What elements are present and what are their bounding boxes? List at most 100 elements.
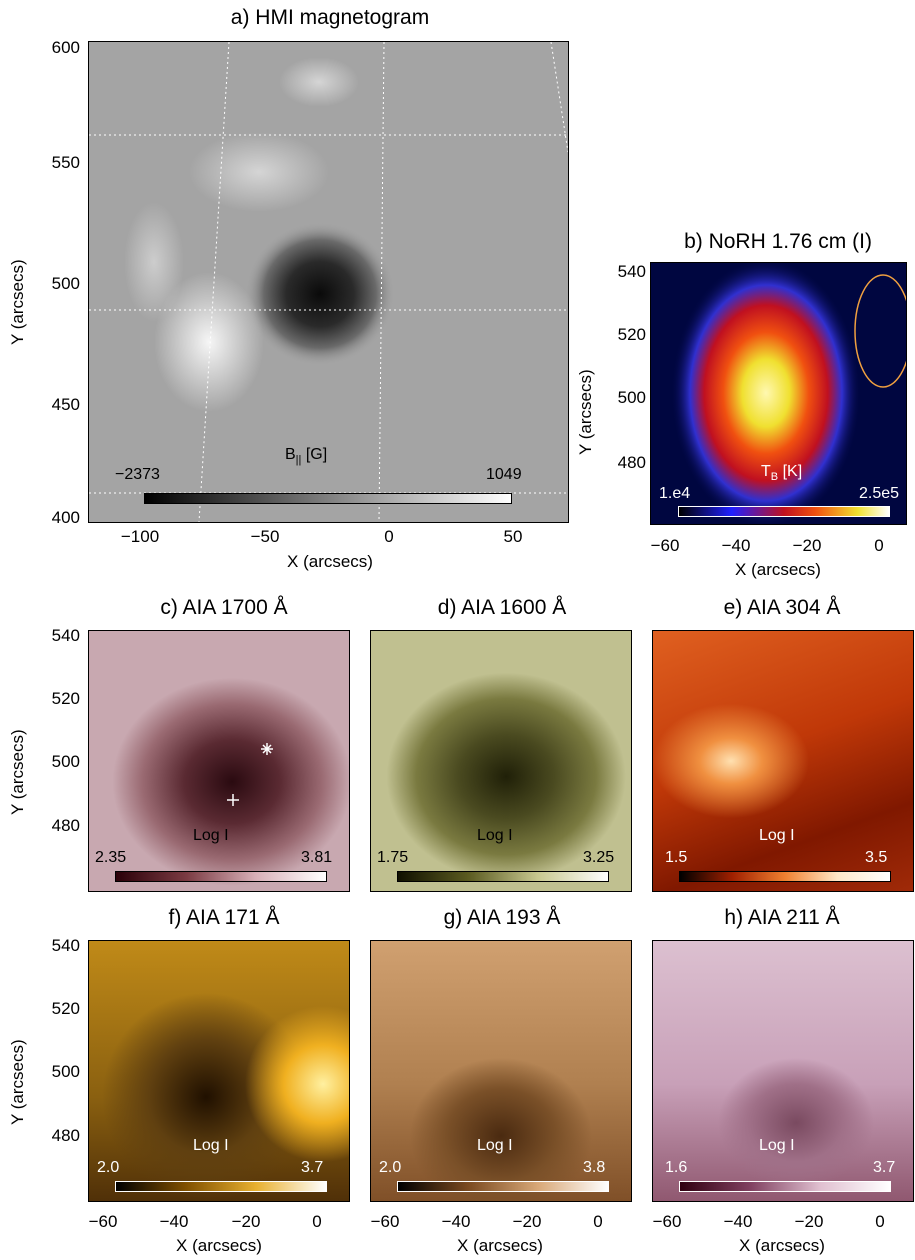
panel-a-ytick: 550 xyxy=(51,153,80,172)
panel-a-ylabel: Y (arcsecs) xyxy=(8,259,27,345)
panel-h-cbar-label: Log I xyxy=(759,1137,795,1154)
panel-h-xtick: −60 xyxy=(652,1212,682,1231)
panel-f-title: f) AIA 171 Å xyxy=(168,906,280,929)
sunspot-contour xyxy=(854,274,906,388)
aia-1600-image: Log I 1.75 3.25 xyxy=(370,630,632,892)
panel-b-cbar-min: 1.e4 xyxy=(659,485,691,502)
panel-a-xlabel: X (arcsecs) xyxy=(287,552,373,571)
panel-g-xlabel: X (arcsecs) xyxy=(457,1236,543,1255)
panel-f-xtick: 0 xyxy=(312,1212,322,1231)
panel-c-title: c) AIA 1700 Å xyxy=(160,596,288,619)
panel-b-cbar-max: 2.5e5 xyxy=(859,485,900,502)
hmi-magnetogram-image: B|| [G] −2373 1049 xyxy=(88,41,569,523)
panel-d-cbar-min: 1.75 xyxy=(377,849,409,866)
panel-a-ytick: 400 xyxy=(51,508,80,527)
coordinate-grid xyxy=(89,42,568,522)
panel-b-ylabel: Y (arcsecs) xyxy=(576,369,595,455)
panel-a-colorbar xyxy=(144,493,512,504)
aia-193-image: Log I 2.0 3.8 xyxy=(370,940,632,1202)
panel-h-colorbar xyxy=(679,1181,891,1192)
panel-a-xtick: 0 xyxy=(384,527,394,546)
panel-f-ytick: 500 xyxy=(51,1062,80,1081)
panel-a-xtick: −100 xyxy=(120,527,160,546)
panel-b-colorbar xyxy=(678,506,890,517)
plage-region-1 xyxy=(154,272,264,412)
panel-a-ytick: 450 xyxy=(51,395,80,414)
aia-1700-image: Log I 2.35 3.81 xyxy=(88,630,350,892)
panel-h-cbar-max: 3.7 xyxy=(873,1159,896,1176)
panel-c-cbar-min: 2.35 xyxy=(95,849,127,866)
panel-b-ytick: 480 xyxy=(617,453,646,472)
panel-f-ytick: 480 xyxy=(51,1126,80,1145)
sunspot-shape xyxy=(245,222,395,366)
aia-171-image: Log I 2.0 3.7 xyxy=(88,940,350,1202)
panel-c-cbar-label: Log I xyxy=(193,827,229,844)
panel-b-ytick: 500 xyxy=(617,388,646,407)
panel-b-xtick: −40 xyxy=(721,536,751,555)
panel-a-title: a) HMI magnetogram xyxy=(230,6,430,29)
panel-f-xlabel: X (arcsecs) xyxy=(176,1236,262,1255)
panel-g-xtick: −40 xyxy=(441,1212,471,1231)
panel-g-cbar-min: 2.0 xyxy=(379,1159,402,1176)
plus-marker xyxy=(227,794,239,806)
panel-b-xtick: −20 xyxy=(792,536,822,555)
panel-h-xtick: −20 xyxy=(794,1212,824,1231)
panel-b-xtick: −60 xyxy=(650,536,680,555)
panel-c-ytick: 540 xyxy=(51,626,80,645)
panel-g-colorbar xyxy=(397,1181,609,1192)
panel-c-ytick: 500 xyxy=(51,752,80,771)
panel-e-cbar-label: Log I xyxy=(759,827,795,844)
asterisk-marker xyxy=(261,743,273,755)
panel-c-ytick: 480 xyxy=(51,816,80,835)
panel-b-xlabel: X (arcsecs) xyxy=(735,560,821,579)
panel-e-colorbar xyxy=(679,871,891,882)
panel-a-xtick: −50 xyxy=(250,527,280,546)
panel-f-cbar-label: Log I xyxy=(193,1137,229,1154)
panel-f-ytick: 520 xyxy=(51,999,80,1018)
aia-1700-markers xyxy=(227,743,273,806)
panel-f-cbar-min: 2.0 xyxy=(97,1159,120,1176)
panel-b-xtick: 0 xyxy=(874,536,884,555)
panel-g-cbar-label: Log I xyxy=(477,1137,513,1154)
panel-c-colorbar xyxy=(115,871,327,882)
panel-g-cbar-max: 3.8 xyxy=(583,1159,606,1176)
norh-image: TB [K] 1.e4 2.5e5 xyxy=(650,262,907,525)
aia-211-image: Log I 1.6 3.7 xyxy=(652,940,914,1202)
panel-c-ytick: 520 xyxy=(51,689,80,708)
aia-304-image: Log I 1.5 3.5 xyxy=(652,630,914,892)
panel-h-cbar-min: 1.6 xyxy=(665,1159,688,1176)
panel-g-title: g) AIA 193 Å xyxy=(443,906,561,929)
panel-b-ytick: 540 xyxy=(617,262,646,281)
panel-f-xtick: −40 xyxy=(159,1212,189,1231)
panel-a-ytick: 500 xyxy=(51,274,80,293)
plage-region-4 xyxy=(124,202,184,322)
panel-h-xlabel: X (arcsecs) xyxy=(739,1236,825,1255)
panel-f-xtick: −20 xyxy=(231,1212,261,1231)
hmi-magnetogram-svg xyxy=(89,42,568,522)
panel-a-cbar-max: 1049 xyxy=(486,466,522,483)
panel-b-ytick: 520 xyxy=(617,325,646,344)
panel-b-cbar-label: TB [K] xyxy=(761,463,803,484)
norh-source xyxy=(671,263,861,524)
panel-c-cbar-max: 3.81 xyxy=(301,849,333,866)
panel-a-cbar-label: B|| [G] xyxy=(285,446,328,467)
panel-g-xtick: 0 xyxy=(593,1212,603,1231)
panel-c-ylabel: Y (arcsecs) xyxy=(8,729,27,815)
panel-a-cbar-min: −2373 xyxy=(115,466,160,483)
norh-svg xyxy=(671,263,906,524)
panel-f-xtick: −60 xyxy=(88,1212,118,1231)
panel-g-xtick: −60 xyxy=(370,1212,400,1231)
panel-f-colorbar xyxy=(115,1181,327,1192)
plage-region-3 xyxy=(279,57,359,107)
panel-a-xtick: 50 xyxy=(503,527,523,546)
panel-d-cbar-label: Log I xyxy=(477,827,513,844)
panel-h-title: h) AIA 211 Å xyxy=(724,906,840,929)
panel-h-xtick: 0 xyxy=(875,1212,885,1231)
panel-e-cbar-min: 1.5 xyxy=(665,849,688,866)
panel-h-xtick: −40 xyxy=(723,1212,753,1231)
panel-f-ylabel: Y (arcsecs) xyxy=(8,1039,27,1125)
panel-f-cbar-max: 3.7 xyxy=(301,1159,324,1176)
panel-a-ytick: 600 xyxy=(51,38,80,57)
panel-d-colorbar xyxy=(397,871,609,882)
panel-g-xtick: −20 xyxy=(512,1212,542,1231)
